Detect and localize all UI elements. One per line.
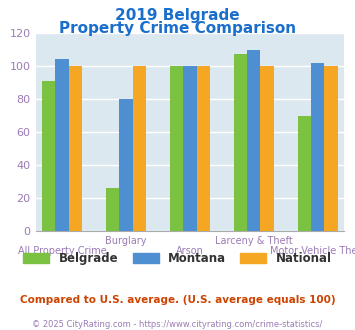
Text: Burglary: Burglary [105, 236, 147, 246]
Bar [298, 115, 311, 231]
Bar [106, 188, 119, 231]
Bar [324, 66, 338, 231]
Text: All Property Crime: All Property Crime [18, 246, 106, 256]
Legend: Belgrade, Montana, National: Belgrade, Montana, National [18, 247, 337, 270]
Bar [183, 66, 197, 231]
Bar [69, 66, 82, 231]
Bar [234, 54, 247, 231]
Text: Compared to U.S. average. (U.S. average equals 100): Compared to U.S. average. (U.S. average … [20, 295, 335, 305]
Bar [197, 66, 210, 231]
Text: 2019 Belgrade: 2019 Belgrade [115, 8, 240, 23]
Bar [247, 50, 261, 231]
Text: Property Crime Comparison: Property Crime Comparison [59, 21, 296, 36]
Text: Arson: Arson [176, 246, 204, 256]
Bar [119, 99, 133, 231]
Bar [133, 66, 146, 231]
Text: Motor Vehicle Theft: Motor Vehicle Theft [271, 246, 355, 256]
Text: Larceny & Theft: Larceny & Theft [215, 236, 293, 246]
Bar [170, 66, 183, 231]
Bar [42, 81, 55, 231]
Text: © 2025 CityRating.com - https://www.cityrating.com/crime-statistics/: © 2025 CityRating.com - https://www.city… [32, 320, 323, 329]
Bar [311, 63, 324, 231]
Bar [261, 66, 274, 231]
Bar [55, 59, 69, 231]
